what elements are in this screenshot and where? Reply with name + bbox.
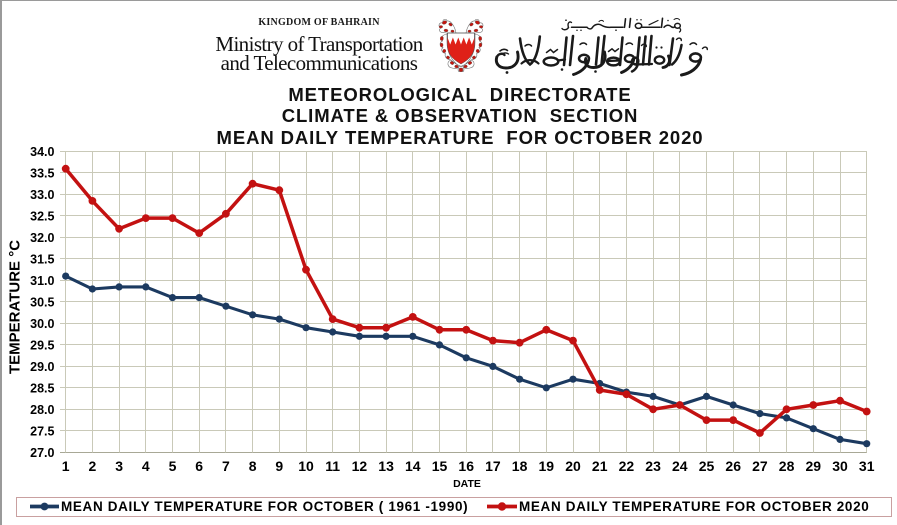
svg-text:7: 7 [222, 458, 230, 474]
svg-text:14: 14 [405, 458, 421, 474]
svg-text:32.5: 32.5 [30, 210, 54, 224]
svg-text:26: 26 [725, 458, 741, 474]
svg-text:5: 5 [169, 458, 177, 474]
svg-text:28.0: 28.0 [30, 403, 54, 417]
svg-text:4: 4 [142, 458, 150, 474]
svg-text:19: 19 [539, 458, 555, 474]
svg-text:TEMPERATURE °C: TEMPERATURE °C [7, 240, 24, 374]
svg-text:29.0: 29.0 [30, 360, 54, 374]
svg-text:27.5: 27.5 [30, 424, 54, 438]
svg-text:18: 18 [512, 458, 528, 474]
svg-text:13: 13 [378, 458, 394, 474]
svg-text:9: 9 [275, 458, 283, 474]
svg-text:11: 11 [325, 458, 340, 474]
svg-text:28.5: 28.5 [30, 381, 54, 395]
svg-text:8: 8 [249, 458, 257, 474]
svg-text:1: 1 [62, 458, 70, 474]
svg-text:29: 29 [806, 458, 822, 474]
svg-text:22: 22 [619, 458, 635, 474]
svg-text:21: 21 [592, 458, 608, 474]
svg-text:10: 10 [298, 458, 314, 474]
svg-text:33.5: 33.5 [30, 167, 54, 181]
svg-text:17: 17 [485, 458, 501, 474]
svg-text:15: 15 [432, 458, 448, 474]
svg-text:30: 30 [832, 458, 848, 474]
svg-text:DATE: DATE [453, 478, 481, 490]
svg-text:34.0: 34.0 [30, 145, 54, 159]
svg-text:20: 20 [565, 458, 581, 474]
svg-text:2: 2 [89, 458, 97, 474]
svg-text:24: 24 [672, 458, 688, 474]
svg-text:27: 27 [752, 458, 768, 474]
svg-text:33.0: 33.0 [30, 188, 54, 202]
svg-text:32.0: 32.0 [30, 231, 54, 245]
svg-text:16: 16 [458, 458, 474, 474]
svg-text:27.0: 27.0 [30, 446, 54, 460]
svg-text:3: 3 [115, 458, 123, 474]
svg-text:31.5: 31.5 [30, 252, 54, 266]
svg-text:23: 23 [645, 458, 661, 474]
svg-text:29.5: 29.5 [30, 338, 54, 352]
svg-text:31.0: 31.0 [30, 274, 54, 288]
svg-text:30.5: 30.5 [30, 295, 54, 309]
svg-text:25: 25 [699, 458, 715, 474]
svg-text:31: 31 [859, 458, 875, 474]
svg-text:6: 6 [195, 458, 203, 474]
svg-text:28: 28 [779, 458, 795, 474]
svg-text:12: 12 [352, 458, 368, 474]
svg-text:30.0: 30.0 [30, 317, 54, 331]
